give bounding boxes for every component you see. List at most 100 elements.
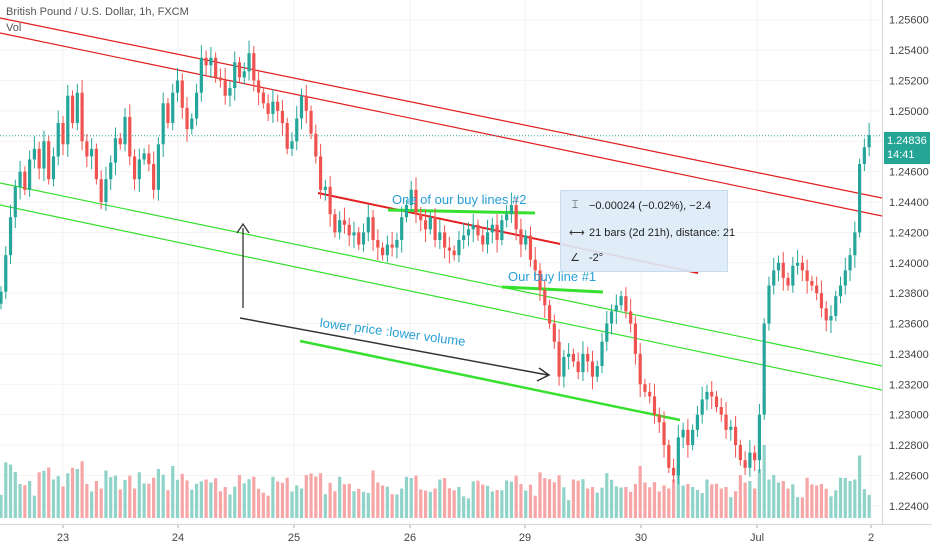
volume-bar xyxy=(333,491,337,518)
candle-body xyxy=(533,259,537,271)
volume-bar xyxy=(862,489,866,518)
candle-body xyxy=(552,323,556,342)
volume-bar xyxy=(719,488,723,518)
y-tick-label: 1.22400 xyxy=(889,501,929,513)
volume-bar xyxy=(361,491,366,518)
volume-bar xyxy=(90,491,94,518)
measure-price-change: −0.00024 (−0.02%), −2.4 xyxy=(589,199,712,212)
volume-bar xyxy=(815,485,819,518)
volume-bar xyxy=(209,482,213,518)
bar-countdown: 14:41 xyxy=(887,149,915,161)
candle-body xyxy=(42,141,46,169)
candle-body xyxy=(700,399,704,415)
volume-bar xyxy=(652,482,657,518)
candle-body xyxy=(328,186,332,215)
candle-body xyxy=(400,217,404,240)
volume-bar xyxy=(381,485,385,518)
volume-bar xyxy=(733,491,738,518)
volume-bar xyxy=(28,481,32,518)
volume-bar xyxy=(848,481,852,518)
volume-bar xyxy=(691,487,695,518)
volume-bar xyxy=(56,476,60,518)
candle-body xyxy=(185,107,189,130)
volume-bar xyxy=(633,484,638,518)
candle-body xyxy=(338,220,342,233)
candle-body xyxy=(571,353,575,362)
candle-body xyxy=(233,62,237,89)
candle-body xyxy=(595,366,599,377)
candle-body xyxy=(485,232,490,245)
candle-body xyxy=(481,235,485,245)
annotation-buy-line-2[interactable]: One of our buy lines #2 xyxy=(392,192,527,207)
volume-bar xyxy=(700,493,704,518)
candle-body xyxy=(214,57,218,78)
candle-body xyxy=(175,80,180,93)
candle-body xyxy=(209,57,213,66)
volume-bar xyxy=(409,478,413,518)
candle-body xyxy=(166,103,170,124)
candle-body xyxy=(347,224,351,236)
candle-body xyxy=(51,156,56,180)
candle-body xyxy=(719,407,723,415)
candle-body xyxy=(409,189,413,206)
volume-bar xyxy=(810,484,814,518)
candle-body xyxy=(109,162,113,180)
volume-bar xyxy=(237,475,242,518)
candle-body xyxy=(500,220,504,240)
candle-body xyxy=(180,80,184,108)
candle-body xyxy=(123,116,127,145)
volume-bar xyxy=(109,477,113,518)
candle-body xyxy=(805,270,809,281)
x-tick-label: 2 xyxy=(868,532,874,544)
volume-bar xyxy=(271,476,275,518)
symbol-title[interactable]: British Pound / U.S. Dollar, 1h, FXCM xyxy=(6,6,189,18)
measure-angle: -2° xyxy=(589,251,604,264)
volume-bar xyxy=(767,479,771,518)
time-axis: 23 24 25 26 29 30 Jul 2 xyxy=(57,524,874,544)
volume-bar xyxy=(562,487,566,518)
candle-body xyxy=(247,53,251,72)
candle-body xyxy=(132,156,137,180)
red-channel-upper xyxy=(0,17,883,199)
volume-bar xyxy=(414,475,418,518)
volume-bar xyxy=(132,488,137,518)
candle-body xyxy=(772,270,776,286)
volume-bar xyxy=(547,479,552,518)
volume-bar xyxy=(528,484,533,518)
volume-bar xyxy=(261,492,265,518)
candlesticks xyxy=(0,40,871,485)
candle-body xyxy=(56,123,60,157)
volume-bar xyxy=(214,478,218,518)
y-tick-label: 1.23200 xyxy=(889,379,929,391)
candle-body xyxy=(753,452,757,461)
candle-body xyxy=(304,95,308,111)
volume-label[interactable]: Vol xyxy=(6,22,22,34)
volume-bar xyxy=(352,491,356,518)
volume-bar xyxy=(51,479,56,518)
volume-bar xyxy=(662,485,666,518)
candle-body xyxy=(743,460,747,468)
candle-body xyxy=(829,315,833,321)
candle-body xyxy=(357,232,361,245)
price-range-icon: ⌶ xyxy=(571,199,579,211)
candle-body xyxy=(0,291,3,304)
volume-bar xyxy=(600,487,604,518)
volume-bar xyxy=(75,469,79,518)
measure-tool-box[interactable]: ⌶ −0.00024 (−0.02%), −2.4 ⟷ 21 bars (2d … xyxy=(560,190,735,272)
y-tick-label: 1.25200 xyxy=(889,75,929,87)
volume-bar xyxy=(738,475,742,518)
volume-bar xyxy=(276,481,280,518)
y-tick-label: 1.24600 xyxy=(889,167,929,179)
candle-body xyxy=(314,133,318,157)
volume-bar xyxy=(314,476,318,518)
volume-bar xyxy=(853,479,857,518)
candle-body xyxy=(762,323,766,415)
price-axis: 1.256001.254001.252001.250001.248001.246… xyxy=(889,15,929,513)
annotation-buy-line-1[interactable]: Our buy line #1 xyxy=(508,269,597,284)
volume-bar xyxy=(347,483,351,518)
volume-bar xyxy=(433,488,437,518)
candle-body xyxy=(671,467,676,476)
y-tick-label: 1.25600 xyxy=(889,15,929,27)
candle-body xyxy=(171,92,175,124)
